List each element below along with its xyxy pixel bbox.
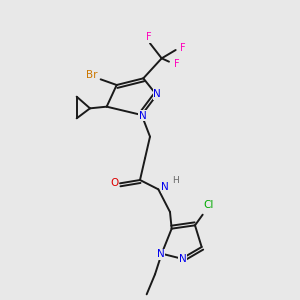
Text: N: N xyxy=(179,254,187,264)
Text: N: N xyxy=(139,111,146,121)
Text: Br: Br xyxy=(86,70,98,80)
Text: N: N xyxy=(157,249,164,259)
Text: H: H xyxy=(172,176,179,184)
Text: Cl: Cl xyxy=(203,200,214,210)
Text: N: N xyxy=(161,182,169,192)
Text: N: N xyxy=(154,89,161,99)
Text: F: F xyxy=(173,59,179,69)
Text: F: F xyxy=(179,43,185,53)
Text: O: O xyxy=(110,178,118,188)
Text: F: F xyxy=(146,32,151,42)
